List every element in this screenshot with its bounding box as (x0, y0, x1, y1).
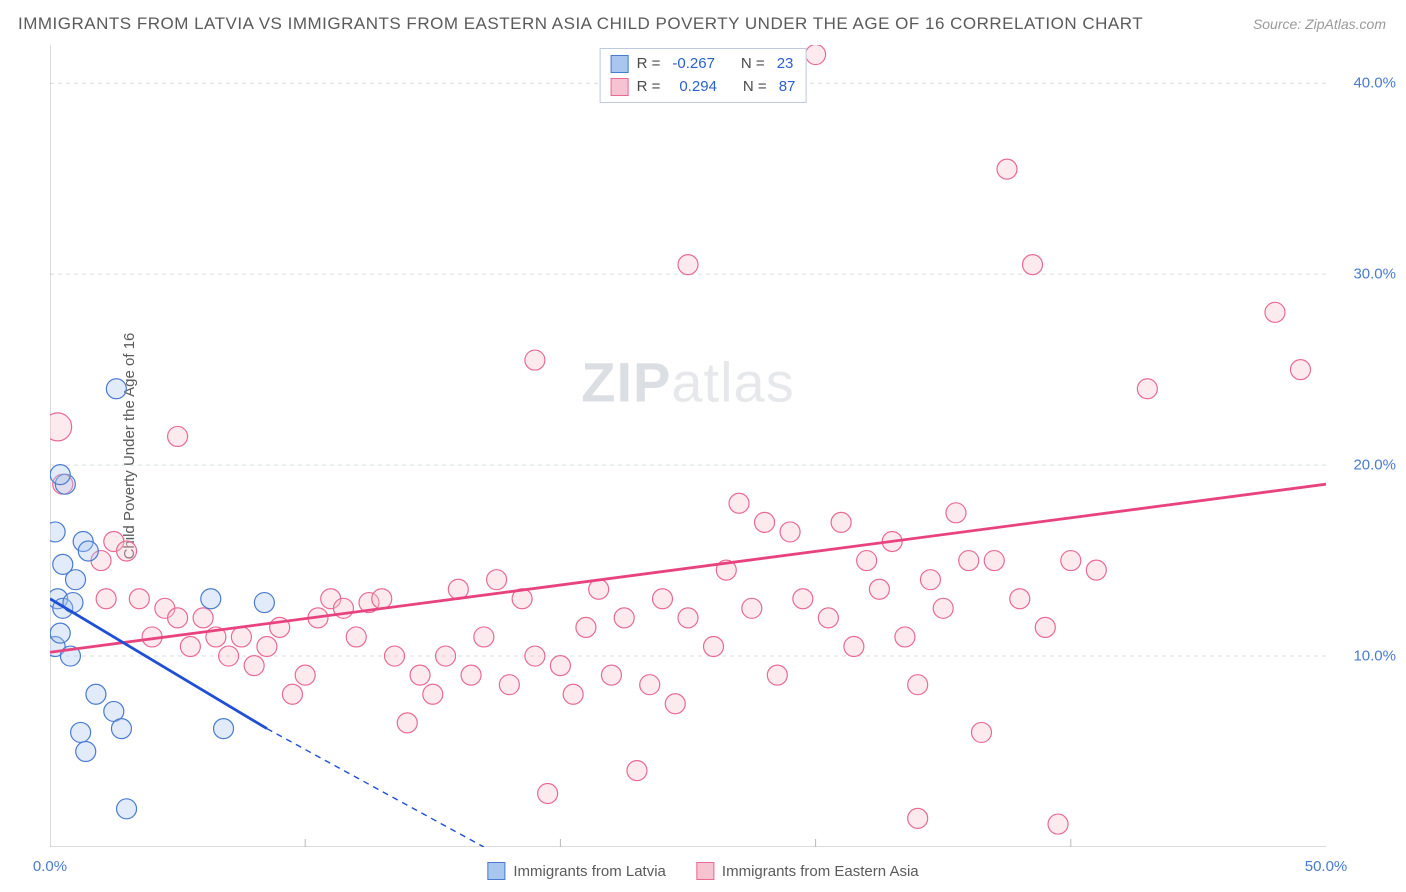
swatch-eastern-asia (696, 862, 714, 880)
series-legend: Immigrants from Latvia Immigrants from E… (487, 862, 918, 880)
legend-label-latvia: Immigrants from Latvia (513, 863, 666, 880)
swatch-latvia (611, 55, 629, 73)
y-tick-label: 40.0% (1353, 75, 1396, 92)
legend-R-latvia: -0.267 (672, 53, 715, 76)
legend-N-label: N = (741, 53, 765, 76)
correlation-legend: R = -0.267 N = 23 R = 0.294 N = 87 (600, 48, 807, 103)
y-tick-label: 10.0% (1353, 648, 1396, 665)
legend-row-eastern-asia: R = 0.294 N = 87 (611, 76, 796, 99)
y-tick-label: 30.0% (1353, 266, 1396, 283)
y-tick-label: 20.0% (1353, 457, 1396, 474)
legend-R-eastern-asia: 0.294 (679, 76, 717, 99)
legend-R-label: R = (637, 53, 661, 76)
legend-N-eastern-asia: 87 (779, 76, 796, 99)
x-tick-label: 0.0% (33, 858, 67, 875)
legend-row-latvia: R = -0.267 N = 23 (611, 53, 796, 76)
x-tick-label: 50.0% (1305, 858, 1348, 875)
legend-item-eastern-asia: Immigrants from Eastern Asia (696, 862, 919, 880)
source-attribution: Source: ZipAtlas.com (1253, 16, 1386, 32)
legend-label-eastern-asia: Immigrants from Eastern Asia (722, 863, 919, 880)
legend-item-latvia: Immigrants from Latvia (487, 862, 666, 880)
chart-title: IMMIGRANTS FROM LATVIA VS IMMIGRANTS FRO… (18, 14, 1143, 34)
plot-area: 10.0%20.0%30.0%40.0% 0.0%50.0% ZIPatlas (50, 45, 1326, 847)
swatch-eastern-asia (611, 78, 629, 96)
legend-N-label: N = (743, 76, 767, 99)
swatch-latvia (487, 862, 505, 880)
plot-svg (50, 45, 1326, 847)
legend-R-label: R = (637, 76, 661, 99)
legend-N-latvia: 23 (777, 53, 794, 76)
